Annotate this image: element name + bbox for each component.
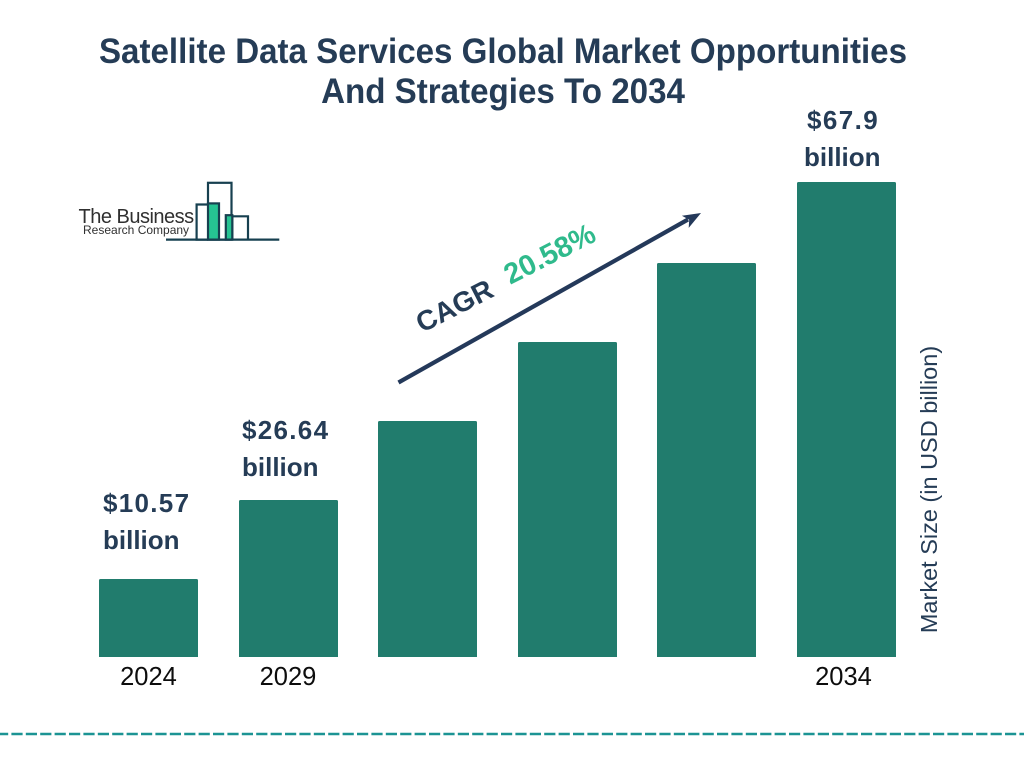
svg-text:20.58%: 20.58% bbox=[499, 218, 601, 291]
svg-text:CAGR: CAGR bbox=[411, 273, 499, 338]
svg-text:Market Size (in USD billion): Market Size (in USD billion) bbox=[916, 346, 942, 633]
